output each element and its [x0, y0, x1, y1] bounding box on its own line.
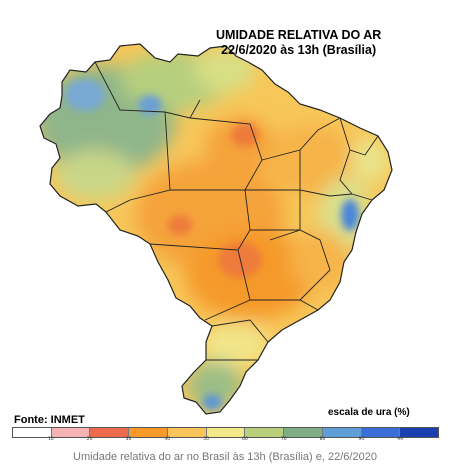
- colorbar-segment: [167, 428, 207, 437]
- scale-label: escala de ura (%): [328, 407, 410, 418]
- map-svg: [39, 43, 393, 415]
- map-title-line2: 22/6/2020 às 13h (Brasília): [221, 43, 377, 57]
- map-title: UMIDADE RELATIVA DO AR 22/6/2020 às 13h …: [216, 28, 381, 58]
- colorbar-tick-label: 60: [242, 437, 248, 442]
- colorbar-segment: [51, 428, 91, 437]
- colorbar-tick-label: 30: [125, 437, 132, 442]
- map-title-line1: UMIDADE RELATIVA DO AR: [216, 28, 382, 42]
- colorbar-tick-label: 20: [86, 437, 93, 442]
- colorbar-tick-label: 10: [47, 437, 54, 442]
- colorbar-segment: [90, 428, 130, 437]
- source-label: Fonte: INMET: [14, 414, 85, 426]
- brazil-humidity-map: [39, 43, 393, 415]
- colorbar-segment: [322, 428, 362, 437]
- humidity-colorbar: [12, 427, 439, 438]
- colorbar-ticks: 10 20 30 40 50 60 70 80 90 99: [12, 437, 439, 445]
- colorbar-segment: [284, 428, 323, 437]
- colorbar-tick-label: 50: [203, 437, 209, 442]
- colorbar-tick-label: 80: [319, 437, 326, 442]
- colorbar-tick-label: 90: [358, 437, 365, 442]
- colorbar-tick-label: 70: [280, 437, 287, 442]
- figure-caption: Umidade relativa do ar no Brasil às 13h …: [73, 451, 377, 463]
- colorbar-segment: [245, 428, 285, 437]
- state-borders: [94, 61, 379, 361]
- colorbar-segment: [400, 428, 439, 437]
- country-outline: [39, 43, 393, 415]
- colorbar-segment: [206, 428, 246, 437]
- colorbar-segment: [129, 428, 168, 437]
- colorbar-segment: [361, 428, 401, 437]
- colorbar-segment: [13, 428, 52, 437]
- humidity-field: [40, 44, 392, 414]
- colorbar-tick-label: 99: [397, 437, 404, 442]
- colorbar-tick-label: 40: [164, 437, 171, 442]
